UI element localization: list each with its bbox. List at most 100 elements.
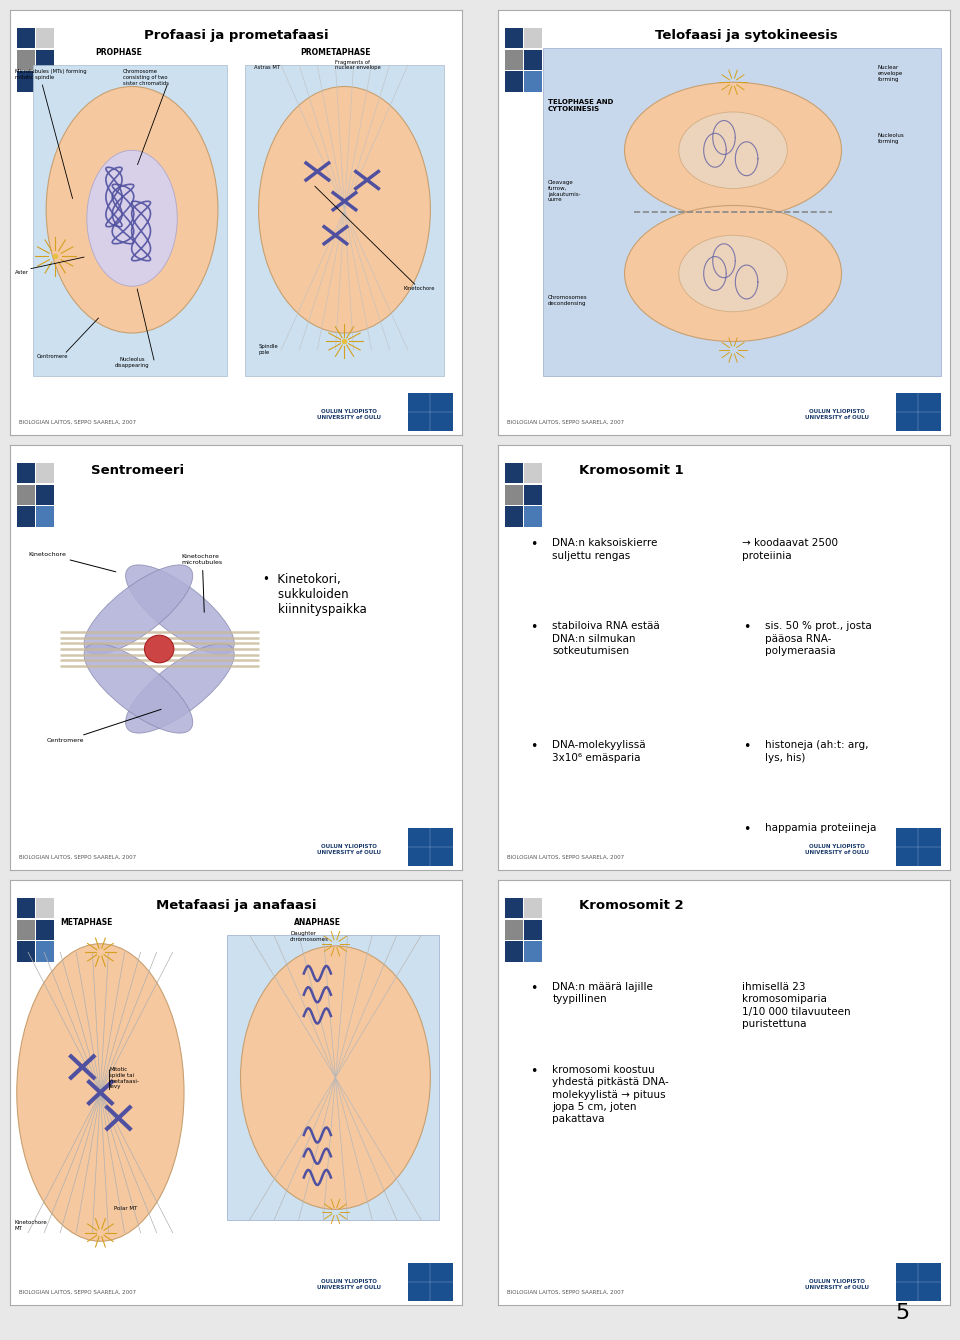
Text: Profaasi ja prometafaasi: Profaasi ja prometafaasi xyxy=(144,29,328,42)
Bar xyxy=(505,919,523,939)
Bar xyxy=(408,1262,453,1301)
Text: Nucleolus
disappearing: Nucleolus disappearing xyxy=(115,358,150,369)
Text: BIOLOGIAN LAITOS, SEPPO SAARELA, 2007: BIOLOGIAN LAITOS, SEPPO SAARELA, 2007 xyxy=(19,855,136,859)
Bar xyxy=(16,507,35,527)
Bar xyxy=(16,462,35,484)
Ellipse shape xyxy=(84,565,193,654)
Text: Mitotic
spidle tai
metafaasi-
levy: Mitotic spidle tai metafaasi- levy xyxy=(109,1067,139,1089)
Text: histoneja (ah:t: arg,
lys, his): histoneja (ah:t: arg, lys, his) xyxy=(765,741,868,762)
Bar xyxy=(36,898,55,918)
Text: METAPHASE: METAPHASE xyxy=(60,918,113,927)
Text: OULUN YLIOPISTO
UNIVERSITY of OULU: OULUN YLIOPISTO UNIVERSITY of OULU xyxy=(805,844,869,855)
Bar xyxy=(36,50,55,70)
Ellipse shape xyxy=(46,87,218,334)
Text: 5: 5 xyxy=(896,1304,909,1323)
Text: Spindle
pole: Spindle pole xyxy=(258,344,278,355)
Text: ANAPHASE: ANAPHASE xyxy=(294,918,341,927)
Bar xyxy=(36,919,55,939)
Text: BIOLOGIAN LAITOS, SEPPO SAARELA, 2007: BIOLOGIAN LAITOS, SEPPO SAARELA, 2007 xyxy=(507,419,624,425)
Text: PROPHASE: PROPHASE xyxy=(95,48,142,56)
Text: Polar MT: Polar MT xyxy=(114,1206,137,1211)
Bar xyxy=(505,485,523,505)
Ellipse shape xyxy=(241,946,430,1210)
Bar xyxy=(524,919,542,939)
Bar xyxy=(36,462,55,484)
Ellipse shape xyxy=(144,635,174,663)
Bar xyxy=(33,66,227,375)
Bar xyxy=(36,71,55,91)
Text: stabiloiva RNA estää
DNA:n silmukan
sotkeutumisen: stabiloiva RNA estää DNA:n silmukan sotk… xyxy=(552,622,660,657)
Text: BIOLOGIAN LAITOS, SEPPO SAARELA, 2007: BIOLOGIAN LAITOS, SEPPO SAARELA, 2007 xyxy=(507,855,624,859)
Text: OULUN YLIOPISTO
UNIVERSITY of OULU: OULUN YLIOPISTO UNIVERSITY of OULU xyxy=(805,1280,869,1290)
Text: Telofaasi ja sytokineesis: Telofaasi ja sytokineesis xyxy=(656,29,838,42)
Bar xyxy=(36,485,55,505)
Ellipse shape xyxy=(679,113,787,189)
Bar xyxy=(16,898,35,918)
Text: Nuclear
envelope
forming: Nuclear envelope forming xyxy=(877,66,903,82)
Bar xyxy=(16,28,35,48)
Text: PROMETAPHASE: PROMETAPHASE xyxy=(300,48,371,56)
Text: Fragments of
nuclear envelope: Fragments of nuclear envelope xyxy=(335,60,381,71)
Bar xyxy=(896,828,941,866)
Ellipse shape xyxy=(625,205,842,342)
Text: Chromosomes
decondensing: Chromosomes decondensing xyxy=(548,295,588,306)
Text: OULUN YLIOPISTO
UNIVERSITY of OULU: OULUN YLIOPISTO UNIVERSITY of OULU xyxy=(805,409,869,421)
Text: sis. 50 % prot., josta
pääosa RNA-
polymeraasia: sis. 50 % prot., josta pääosa RNA- polym… xyxy=(765,622,872,657)
Text: Daughter
chromosomes: Daughter chromosomes xyxy=(290,931,329,942)
Bar xyxy=(408,393,453,430)
Text: OULUN YLIOPISTO
UNIVERSITY of OULU: OULUN YLIOPISTO UNIVERSITY of OULU xyxy=(317,844,381,855)
Text: Microtubules (MTs) forming
mitotic spindle: Microtubules (MTs) forming mitotic spind… xyxy=(14,70,86,80)
Bar xyxy=(524,507,542,527)
Text: Cleavage
furrow,
jakautumis-
uurre: Cleavage furrow, jakautumis- uurre xyxy=(548,180,581,202)
Bar xyxy=(505,898,523,918)
Text: Kromosomit 2: Kromosomit 2 xyxy=(580,899,684,913)
Bar xyxy=(524,28,542,48)
Text: •: • xyxy=(743,741,751,753)
Text: Kinetochore: Kinetochore xyxy=(28,552,116,572)
Bar xyxy=(505,50,523,70)
Bar xyxy=(524,50,542,70)
Text: Chromosome
consisting of two
sister chromatids: Chromosome consisting of two sister chro… xyxy=(123,70,169,86)
Bar xyxy=(245,66,444,375)
Ellipse shape xyxy=(625,82,842,218)
Text: •: • xyxy=(743,622,751,634)
Text: Nucleolus
forming: Nucleolus forming xyxy=(877,133,904,143)
Text: BIOLOGIAN LAITOS, SEPPO SAARELA, 2007: BIOLOGIAN LAITOS, SEPPO SAARELA, 2007 xyxy=(19,1289,136,1294)
Bar xyxy=(16,941,35,962)
Bar xyxy=(36,28,55,48)
Bar xyxy=(408,828,453,866)
Text: → koodaavat 2500
proteiinia: → koodaavat 2500 proteiinia xyxy=(742,539,838,561)
Ellipse shape xyxy=(126,643,234,733)
Bar xyxy=(896,1262,941,1301)
Text: Kinetochore
MT: Kinetochore MT xyxy=(14,1219,47,1231)
Text: BIOLOGIAN LAITOS, SEPPO SAARELA, 2007: BIOLOGIAN LAITOS, SEPPO SAARELA, 2007 xyxy=(507,1289,624,1294)
Text: DNA-molekyylissä
3x10⁶ emäsparia: DNA-molekyylissä 3x10⁶ emäsparia xyxy=(552,741,646,762)
Text: DNA:n kaksoiskierre
suljettu rengas: DNA:n kaksoiskierre suljettu rengas xyxy=(552,539,658,561)
Bar xyxy=(524,462,542,484)
Ellipse shape xyxy=(84,643,193,733)
Text: •: • xyxy=(531,741,538,753)
Bar xyxy=(16,71,35,91)
Text: •: • xyxy=(743,823,751,836)
Text: •: • xyxy=(531,622,538,634)
Bar xyxy=(227,935,440,1219)
Text: Kinetochore: Kinetochore xyxy=(403,287,435,292)
Text: kromosomi koostuu
yhdestä pitkästä DNA-
molekyylistä → pituus
jopa 5 cm, joten
p: kromosomi koostuu yhdestä pitkästä DNA- … xyxy=(552,1065,669,1124)
Text: OULUN YLIOPISTO
UNIVERSITY of OULU: OULUN YLIOPISTO UNIVERSITY of OULU xyxy=(317,1280,381,1290)
Bar xyxy=(36,941,55,962)
Ellipse shape xyxy=(86,150,178,287)
Text: Kromosomit 1: Kromosomit 1 xyxy=(580,464,684,477)
Bar xyxy=(524,485,542,505)
Bar xyxy=(505,507,523,527)
Bar xyxy=(16,919,35,939)
Bar xyxy=(896,393,941,430)
Text: Centromere: Centromere xyxy=(37,355,68,359)
Text: ihmisellä 23
kromosomiparia
1/10 000 tilavuuteen
puristettuna: ihmisellä 23 kromosomiparia 1/10 000 til… xyxy=(742,982,851,1029)
Bar xyxy=(543,48,941,375)
Text: Sentromeeri: Sentromeeri xyxy=(91,464,184,477)
Bar xyxy=(505,462,523,484)
Bar xyxy=(505,941,523,962)
Ellipse shape xyxy=(16,943,184,1241)
Text: Kinetochore
microtubules: Kinetochore microtubules xyxy=(181,555,223,612)
Bar xyxy=(524,71,542,91)
